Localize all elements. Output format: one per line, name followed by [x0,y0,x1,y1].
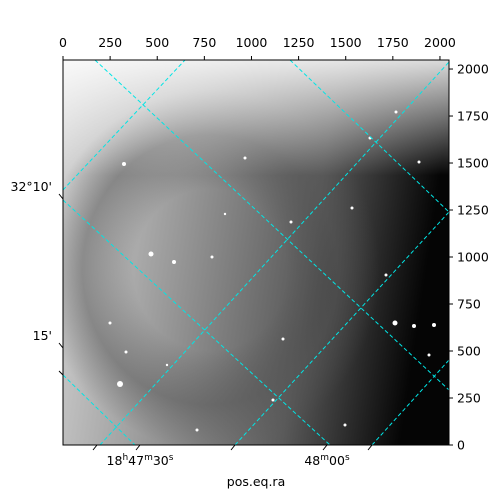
dec-tick [58,370,64,376]
ra-tick [322,444,328,451]
x-tick-label: 250 [98,35,122,50]
x-tick-label: 750 [192,35,216,50]
y-tick-label: 1500 [457,156,489,171]
x-tick-label: 500 [145,35,169,50]
x-axis-label: pos.eq.ra [227,474,285,489]
y-tick-label: 2000 [457,62,489,77]
y-tick-label: 1000 [457,250,489,265]
dec-tick-label: 32°10' [11,179,53,194]
y-tick-label: 750 [457,297,481,312]
x-tick-label: 1500 [330,35,362,50]
y-tick-label: 1250 [457,203,489,218]
axes-frame [62,59,450,446]
dec-tick-label: 15' [33,328,52,343]
ra-tick [135,444,141,451]
dec-tick [58,193,64,200]
x-tick-label: 1250 [283,35,315,50]
x-tick-label: 2000 [424,35,456,50]
ra-tick-label: 48m00s [304,453,350,468]
image [63,60,449,445]
x-tick-label: 0 [59,35,67,50]
ra-tick [92,444,98,451]
ra-tick [230,444,236,451]
coordinate-grid [63,60,449,445]
dec-tick [58,342,64,349]
ra-tick-label: 18h47m30s [107,453,174,468]
y-tick-label: 1750 [457,109,489,124]
x-tick-label: 1000 [236,35,268,50]
x-tick-label: 1750 [377,35,409,50]
y-tick-label: 500 [457,344,481,359]
y-tick-label: 0 [457,438,465,453]
ra-tick [367,444,373,451]
y-tick-label: 250 [457,391,481,406]
